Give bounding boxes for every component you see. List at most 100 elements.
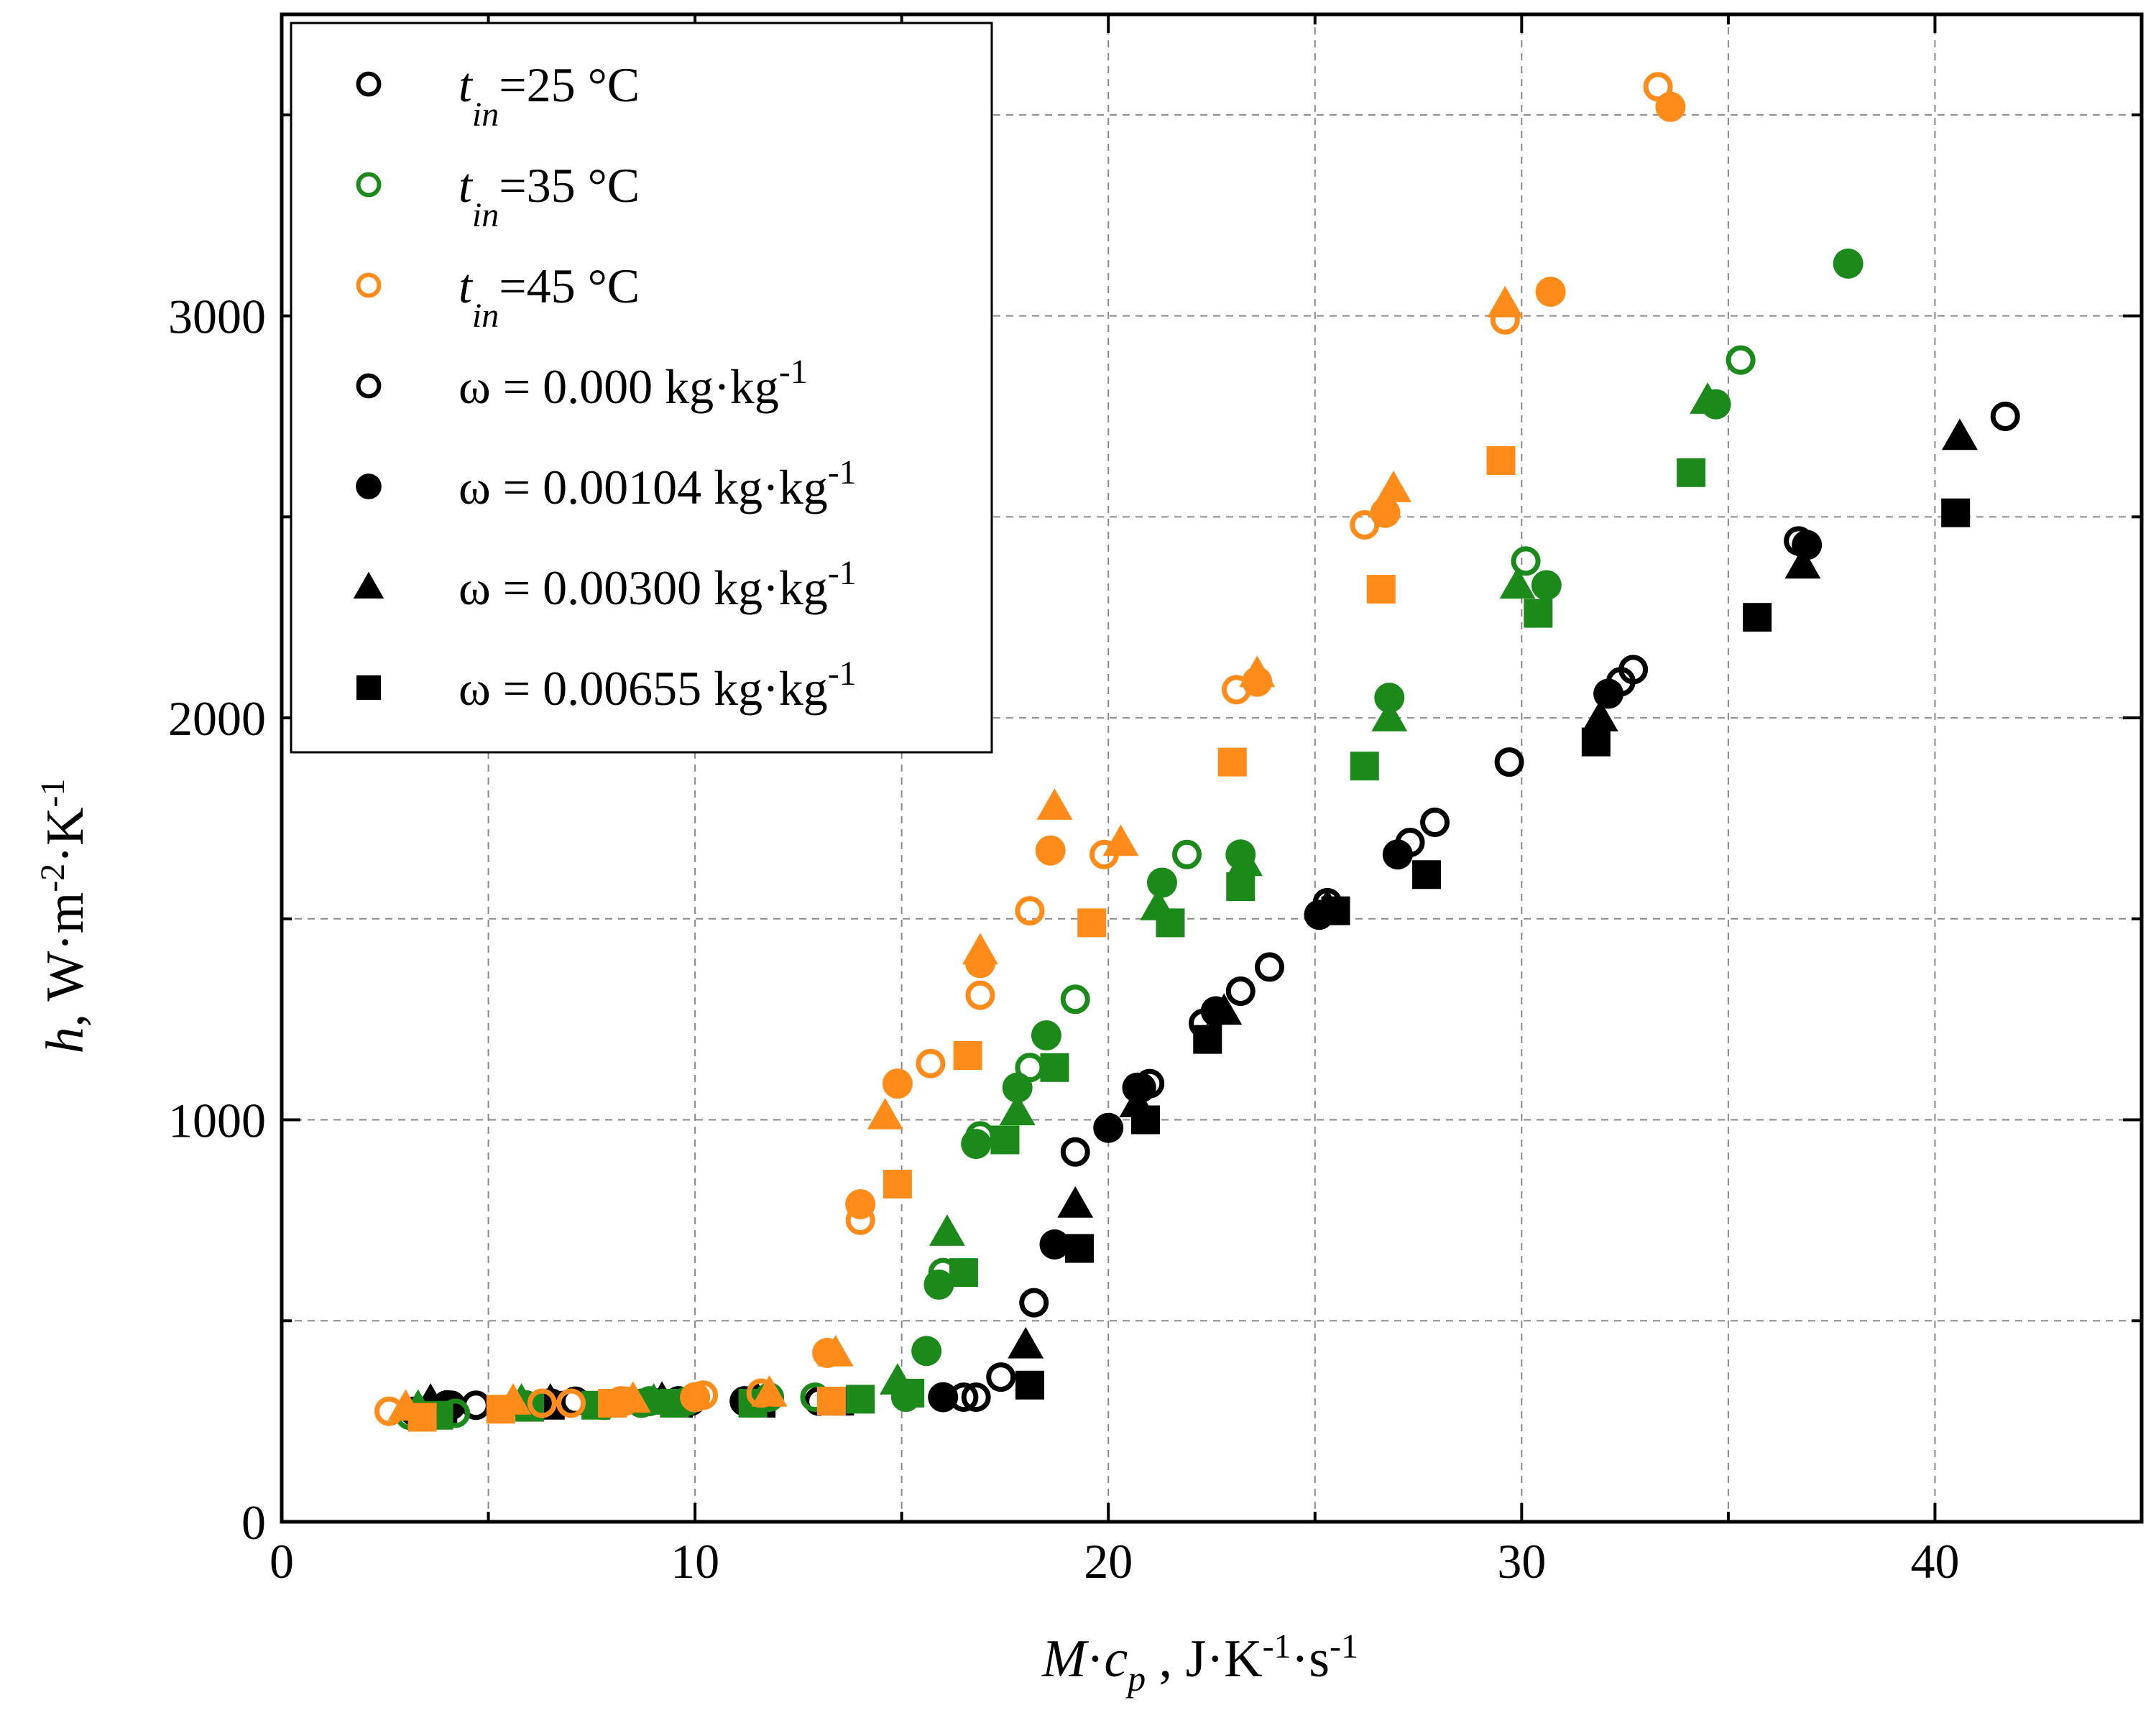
x-tick-label: 30 <box>1497 1534 1546 1589</box>
y-tick-label: 0 <box>241 1495 266 1550</box>
data-point <box>999 1094 1036 1126</box>
data-point <box>1990 401 2020 431</box>
y-tick-label: 2000 <box>168 691 266 746</box>
data-point <box>965 980 995 1010</box>
data-point <box>1494 747 1524 777</box>
data-point <box>1690 382 1726 414</box>
data-points <box>374 72 2020 1432</box>
data-point <box>751 1374 788 1407</box>
data-point <box>1499 567 1536 599</box>
data-point <box>1227 844 1263 877</box>
data-point <box>1036 788 1073 820</box>
x-tick-label: 0 <box>270 1534 294 1589</box>
data-point <box>1077 908 1107 938</box>
data-point <box>1060 1137 1090 1167</box>
legend-label: ω = 0.000 kg·kg-1 <box>459 353 808 414</box>
data-point <box>867 1097 903 1129</box>
legend-label: ω = 0.00300 kg·kg-1 <box>459 554 857 615</box>
data-point <box>1743 603 1772 632</box>
x-axis-title: M·cp , J·K-1·s-1 <box>1041 1627 1358 1699</box>
data-point <box>1618 655 1649 685</box>
data-point <box>846 1385 875 1414</box>
data-point <box>1093 1112 1124 1143</box>
data-point <box>1015 1370 1044 1400</box>
data-point <box>895 1378 925 1408</box>
data-point <box>816 1387 846 1416</box>
data-point <box>990 1125 1020 1155</box>
x-tick-label: 10 <box>671 1534 719 1589</box>
legend-marker <box>353 571 384 599</box>
data-point <box>1226 872 1256 902</box>
plot-frame <box>280 12 2144 1524</box>
data-point <box>1412 860 1442 890</box>
series-t35-w0_00655 <box>424 458 1706 1430</box>
data-point <box>1376 471 1412 502</box>
y-tick-label: 1000 <box>168 1094 266 1148</box>
data-point <box>1156 908 1185 938</box>
data-point <box>817 1335 854 1367</box>
y-tick-label: 3000 <box>168 290 266 344</box>
data-point <box>1060 984 1090 1015</box>
data-point <box>1941 498 1971 527</box>
data-point <box>1655 91 1686 122</box>
series-t45-w0_000 <box>374 72 1673 1426</box>
data-point <box>1225 976 1256 1007</box>
data-point <box>923 1269 954 1300</box>
data-point <box>1581 727 1611 757</box>
legend-marker <box>356 272 382 298</box>
legend-marker <box>356 373 382 399</box>
legend-item: tin=35 °C <box>356 158 640 234</box>
y-axis-title: h, W·m-2·K-1 <box>34 779 95 1054</box>
data-point <box>961 1382 991 1413</box>
data-point <box>1833 248 1864 279</box>
legend-item: ω = 0.00655 kg·kg-1 <box>356 655 857 716</box>
legend-box <box>290 22 993 754</box>
data-point <box>1146 867 1177 898</box>
data-point <box>1321 896 1350 925</box>
data-point <box>1015 896 1045 926</box>
legend-item: ω = 0.00300 kg·kg-1 <box>353 554 857 615</box>
legend-label: tin=25 °C <box>459 57 640 134</box>
data-point <box>1511 546 1541 576</box>
data-point <box>1677 458 1706 487</box>
legend-label: ω = 0.00655 kg·kg-1 <box>459 655 857 716</box>
data-point <box>1031 1020 1061 1051</box>
data-point <box>1535 277 1566 308</box>
data-point <box>1792 530 1823 560</box>
data-point <box>883 1170 912 1199</box>
data-point <box>1008 1326 1044 1359</box>
data-point <box>911 1336 942 1367</box>
data-point <box>1206 993 1243 1025</box>
legend-label: tin=35 °C <box>459 158 640 234</box>
legend-marker <box>356 71 382 97</box>
legend-label: ω = 0.00104 kg·kg-1 <box>459 453 857 514</box>
data-point <box>1002 1072 1033 1103</box>
data-point <box>598 1388 627 1418</box>
x-tick-label: 40 <box>1910 1534 1959 1589</box>
data-point <box>962 933 998 965</box>
data-point <box>1531 570 1562 601</box>
data-point <box>1370 497 1401 528</box>
axes: 0 10 20 30 40 0 1000 2000 3000 <box>168 12 2144 1589</box>
data-point <box>845 1189 876 1220</box>
data-point <box>961 1129 992 1160</box>
data-point <box>928 1382 959 1413</box>
data-point <box>1366 575 1396 604</box>
legend: tin=25 °C tin=35 °C tin=45 °C ω = 0.000 kg·… <box>290 22 993 754</box>
data-point <box>1350 752 1379 781</box>
data-point <box>556 1388 586 1418</box>
data-point <box>1726 345 1756 375</box>
data-point <box>1371 700 1408 731</box>
data-point <box>953 1041 982 1071</box>
data-point <box>1039 1229 1070 1260</box>
data-point <box>882 1068 913 1099</box>
legend-item: ω = 0.00104 kg·kg-1 <box>356 453 857 514</box>
data-point <box>929 1214 965 1246</box>
data-point <box>1255 952 1285 982</box>
data-point <box>486 1395 515 1424</box>
legend-item: tin=45 °C <box>356 259 640 335</box>
data-point <box>1582 700 1618 731</box>
data-point <box>1171 839 1202 869</box>
data-point <box>1239 655 1276 688</box>
data-point <box>1524 599 1553 628</box>
